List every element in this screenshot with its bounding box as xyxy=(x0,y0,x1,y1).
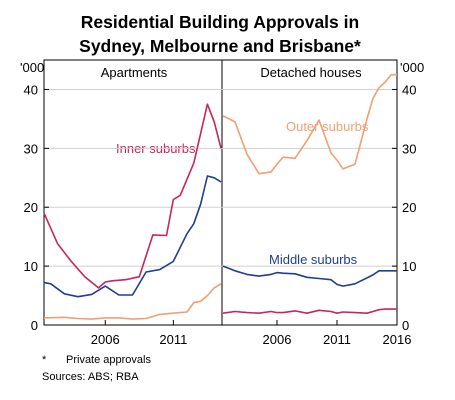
y-tick-label-left: 10 xyxy=(24,259,38,274)
panel-title-apartments: Apartments xyxy=(101,65,168,80)
y-tick-label-left: 40 xyxy=(24,82,38,97)
panel-title-detached-houses: Detached houses xyxy=(260,65,362,80)
series-line-middle-detached xyxy=(222,265,397,287)
y-tick-label-left: 0 xyxy=(31,318,38,333)
chart-title-line-1: Residential Building Approvals in xyxy=(81,12,359,32)
footnote-marker: * xyxy=(42,354,47,366)
x-tick-label: 2006 xyxy=(91,332,120,347)
series-line-inner-apartments xyxy=(43,103,222,289)
footnote-text: Private approvals xyxy=(66,354,151,366)
chart-marks: 0 0 10 10 20 20 30 30 40 40 2006 2011 2006 2011 2016 xyxy=(24,59,416,347)
series-line-inner-detached xyxy=(222,308,397,315)
y-tick-label-left: 30 xyxy=(24,141,38,156)
x-tick-label: 2006 xyxy=(263,332,292,347)
y-tick-label-left: 20 xyxy=(24,200,38,215)
y-tick-label-right: 10 xyxy=(402,259,416,274)
y-tick-label-right: 40 xyxy=(402,82,416,97)
plot-frame xyxy=(43,59,398,326)
y-tick-label-right: 0 xyxy=(402,318,409,333)
y-tick-label-right: 20 xyxy=(402,200,416,215)
series-line-middle-apartments xyxy=(43,175,222,298)
series-label-outer-suburbs: Outer suburbs xyxy=(286,119,369,134)
chart-title-line-2: Sydney, Melbourne and Brisbane* xyxy=(79,36,361,56)
y-axis-unit-left: '000 xyxy=(20,60,44,75)
series-label-middle-suburbs: Middle suburbs xyxy=(269,252,358,267)
series-line-outer-detached xyxy=(222,73,397,175)
sources-text: Sources: ABS; RBA xyxy=(42,371,139,383)
x-tick-label: 2011 xyxy=(323,332,351,347)
x-tick-label: 2016 xyxy=(383,332,412,347)
x-tick-label: 2011 xyxy=(159,332,187,347)
y-tick-label-right: 30 xyxy=(402,141,416,156)
y-axis-unit-right: '000 xyxy=(400,60,424,75)
series-line-outer-apartments xyxy=(43,283,222,320)
